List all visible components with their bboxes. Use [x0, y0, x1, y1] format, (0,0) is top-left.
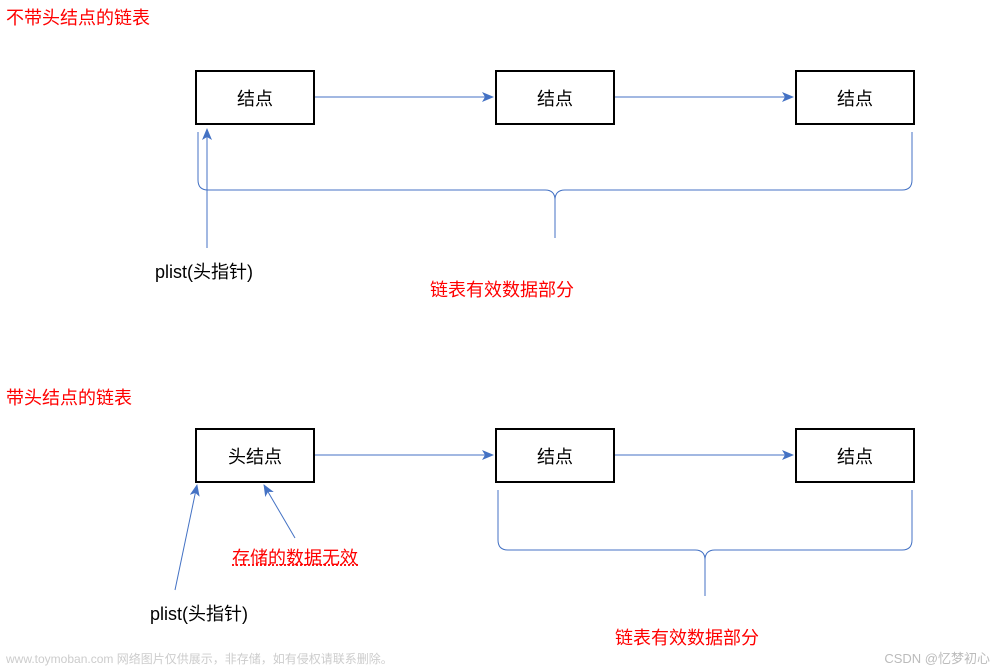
d1-node-3-label: 结点 — [837, 85, 873, 111]
d2-node-head: 头结点 — [195, 428, 315, 483]
watermark-right: CSDN @忆梦初心 — [884, 648, 990, 667]
d1-brace-label: 链表有效数据部分 — [430, 276, 574, 302]
d2-brace-label: 链表有效数据部分 — [615, 624, 759, 650]
d2-invalid-arrow — [264, 485, 295, 538]
d1-node-2: 结点 — [495, 70, 615, 125]
d2-brace — [498, 490, 912, 596]
d2-invalid-label: 存储的数据无效 — [232, 544, 358, 570]
d1-node-3: 结点 — [795, 70, 915, 125]
d1-plist-label: plist(头指针) — [155, 258, 253, 284]
title-with-head: 带头结点的链表 — [6, 384, 132, 410]
d1-brace — [198, 132, 912, 232]
d2-plist-arrow — [175, 485, 197, 590]
d1-node-1-label: 结点 — [237, 85, 273, 111]
d1-node-2-label: 结点 — [537, 85, 573, 111]
d2-node-1-label: 结点 — [537, 443, 573, 469]
watermark-left: www.toymoban.com 网络图片仅供展示，非存储，如有侵权请联系删除。 — [6, 650, 393, 667]
d1-node-1: 结点 — [195, 70, 315, 125]
d2-node-2: 结点 — [795, 428, 915, 483]
d2-node-1: 结点 — [495, 428, 615, 483]
d2-plist-label: plist(头指针) — [150, 600, 248, 626]
title-no-head: 不带头结点的链表 — [6, 4, 150, 30]
d2-node-2-label: 结点 — [837, 443, 873, 469]
d2-node-head-label: 头结点 — [228, 443, 282, 469]
